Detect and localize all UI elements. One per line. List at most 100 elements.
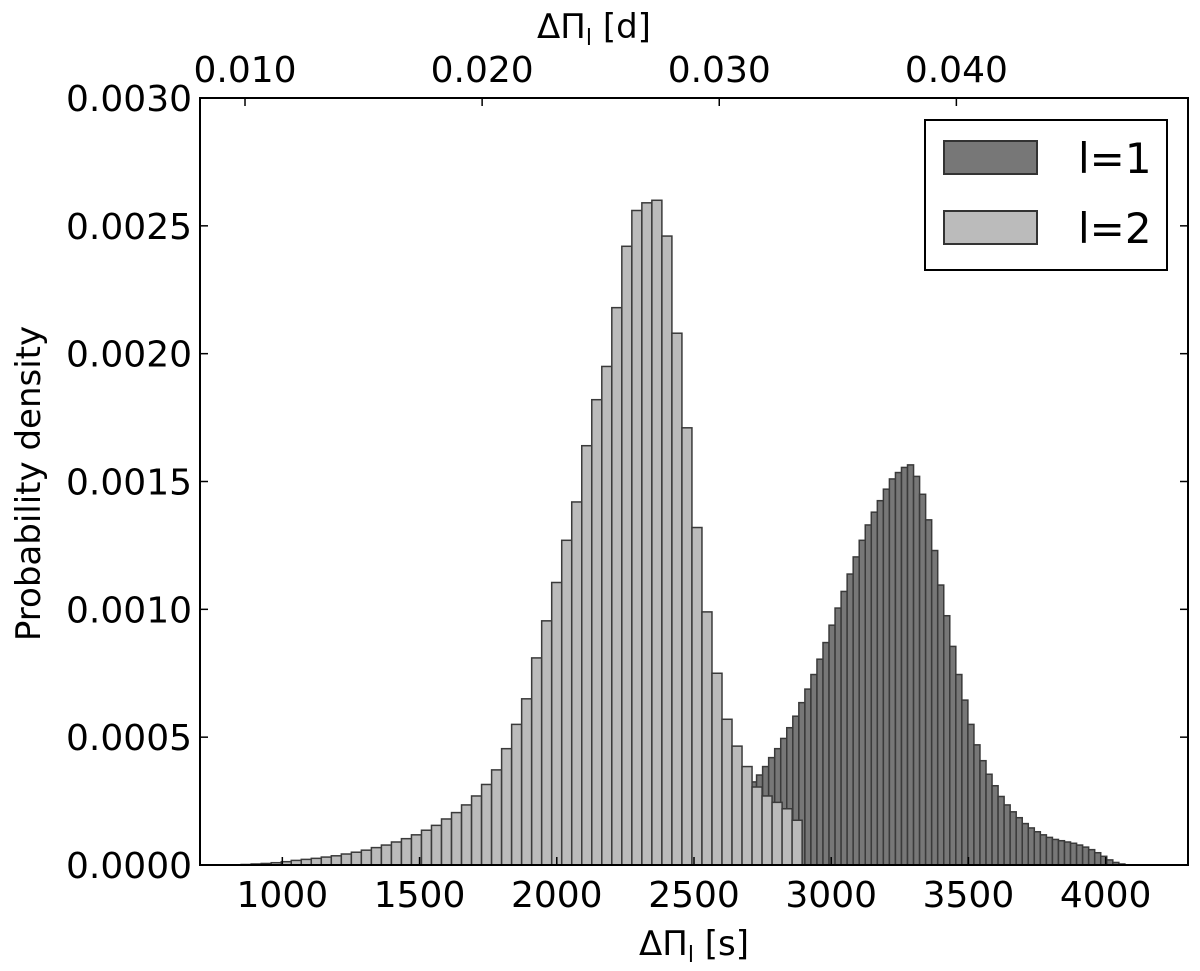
- bar-l1-65: [912, 475, 921, 866]
- bar-l1-84: [1027, 827, 1036, 866]
- bar-l2-54: [781, 808, 793, 866]
- bar-l1-50: [822, 641, 830, 866]
- x-tick-label: 2000: [511, 875, 603, 916]
- bar-l2-15: [390, 841, 403, 866]
- bar-l2-23: [470, 795, 483, 866]
- bar-l1-88: [1051, 838, 1060, 866]
- bar-l2-8: [320, 856, 333, 866]
- bar-l2-44: [681, 427, 693, 866]
- bar-l1-78: [991, 784, 999, 866]
- legend-label-l1: l=1: [1078, 134, 1152, 183]
- bar-l2-19: [430, 824, 443, 866]
- bar-l2-14: [380, 844, 393, 866]
- bar-l1-54: [846, 573, 854, 866]
- legend-swatch-l2: [943, 210, 1038, 245]
- bar-l2-38: [621, 245, 633, 866]
- top-x-tick-label: 0.030: [668, 50, 771, 91]
- y-tick-label: 0.0015: [66, 463, 192, 504]
- bar-l2-45: [691, 526, 703, 866]
- bar-l1-80: [1003, 804, 1011, 866]
- bar-l1-59: [876, 499, 885, 866]
- y-tick-label: 0.0000: [66, 846, 192, 887]
- bar-l1-81: [1009, 811, 1017, 866]
- bar-l1-52: [834, 607, 842, 866]
- bar-l2-10: [340, 853, 353, 866]
- bar-l1-61: [888, 478, 897, 866]
- bar-l1-64: [906, 464, 915, 866]
- x-tick-label: 1000: [237, 875, 329, 916]
- bar-l2-31: [550, 581, 563, 866]
- bar-l2-52: [761, 795, 773, 866]
- top-x-tick-label: 0.020: [431, 50, 534, 91]
- bar-l1-92: [1075, 844, 1084, 866]
- bar-l1-66: [918, 493, 927, 866]
- y-tick-label: 0.0020: [66, 335, 192, 376]
- bar-l1-82: [1015, 816, 1023, 866]
- bar-l2-43: [671, 332, 683, 866]
- x-tick-label: 3500: [923, 875, 1015, 916]
- bar-l1-73: [961, 699, 969, 866]
- bar-l1-74: [967, 723, 975, 866]
- bar-l1-91: [1069, 842, 1078, 866]
- bar-l1-77: [985, 773, 993, 866]
- bar-l2-13: [370, 846, 383, 866]
- bar-l1-53: [840, 590, 848, 866]
- top-x-tick-label: 0.010: [193, 50, 296, 91]
- bar-l1-70: [942, 614, 951, 866]
- bar-l2-20: [440, 818, 453, 866]
- y-axis-label: Probability density: [9, 326, 49, 641]
- bar-l2-21: [450, 811, 463, 866]
- y-tick-label: 0.0030: [66, 79, 192, 120]
- bar-l2-32: [560, 539, 573, 866]
- bar-l2-49: [731, 745, 743, 866]
- bar-l2-27: [510, 723, 523, 866]
- x-tick-label: 1500: [374, 875, 466, 916]
- axis-ticks: 1000 1500 2000 2500 3000 3500 4000 0.010 0.020 0.…: [66, 50, 1188, 916]
- bar-l2-36: [601, 365, 613, 866]
- bar-l2-25: [490, 769, 503, 866]
- bar-l1-55: [852, 556, 860, 866]
- bar-l1-49: [816, 658, 824, 866]
- bar-l1-69: [936, 584, 945, 866]
- bar-l1-48: [810, 673, 818, 866]
- bar-l2-30: [540, 620, 553, 866]
- bar-l1-68: [930, 549, 939, 866]
- bar-l1-90: [1063, 841, 1072, 866]
- bar-l1-63: [900, 466, 909, 866]
- bar-l1-57: [864, 524, 873, 866]
- bar-l1-47: [804, 688, 812, 866]
- bar-l2-48: [721, 718, 733, 866]
- bar-l2-39: [631, 209, 643, 866]
- top-x-tick-label: 0.040: [905, 50, 1008, 91]
- bar-l2-53: [771, 801, 783, 866]
- bar-l2-28: [520, 698, 533, 866]
- bar-l2-26: [500, 747, 513, 866]
- bar-l1-85: [1033, 831, 1042, 866]
- legend-label-l2: l=2: [1078, 204, 1152, 253]
- bar-l2-51: [751, 786, 763, 866]
- bar-l2-29: [530, 657, 543, 866]
- top-x-axis-label: ΔΠl [d]: [537, 7, 651, 51]
- bar-l2-42: [661, 235, 673, 866]
- bar-l1-56: [858, 539, 867, 866]
- bar-l2-35: [591, 398, 603, 866]
- bar-l2-40: [641, 202, 653, 866]
- bar-l2-11: [350, 851, 363, 866]
- bar-l1-93: [1081, 846, 1090, 866]
- bar-l1-51: [828, 624, 836, 866]
- bar-l1-67: [924, 519, 933, 866]
- bar-l1-87: [1045, 836, 1054, 866]
- x-tick-label: 2500: [648, 875, 740, 916]
- y-tick-label: 0.0010: [66, 590, 192, 631]
- bar-l2-37: [611, 306, 623, 866]
- bar-l1-94: [1087, 848, 1096, 866]
- legend: l=1 l=2: [924, 119, 1168, 271]
- bar-l2-34: [581, 444, 593, 866]
- x-tick-label: 4000: [1060, 875, 1152, 916]
- bar-l2-41: [651, 199, 663, 866]
- bar-l1-58: [870, 511, 879, 866]
- bar-l2-46: [701, 611, 713, 866]
- bar-l2-22: [460, 804, 473, 866]
- bar-l1-89: [1057, 839, 1066, 866]
- bar-l1-75: [973, 744, 981, 866]
